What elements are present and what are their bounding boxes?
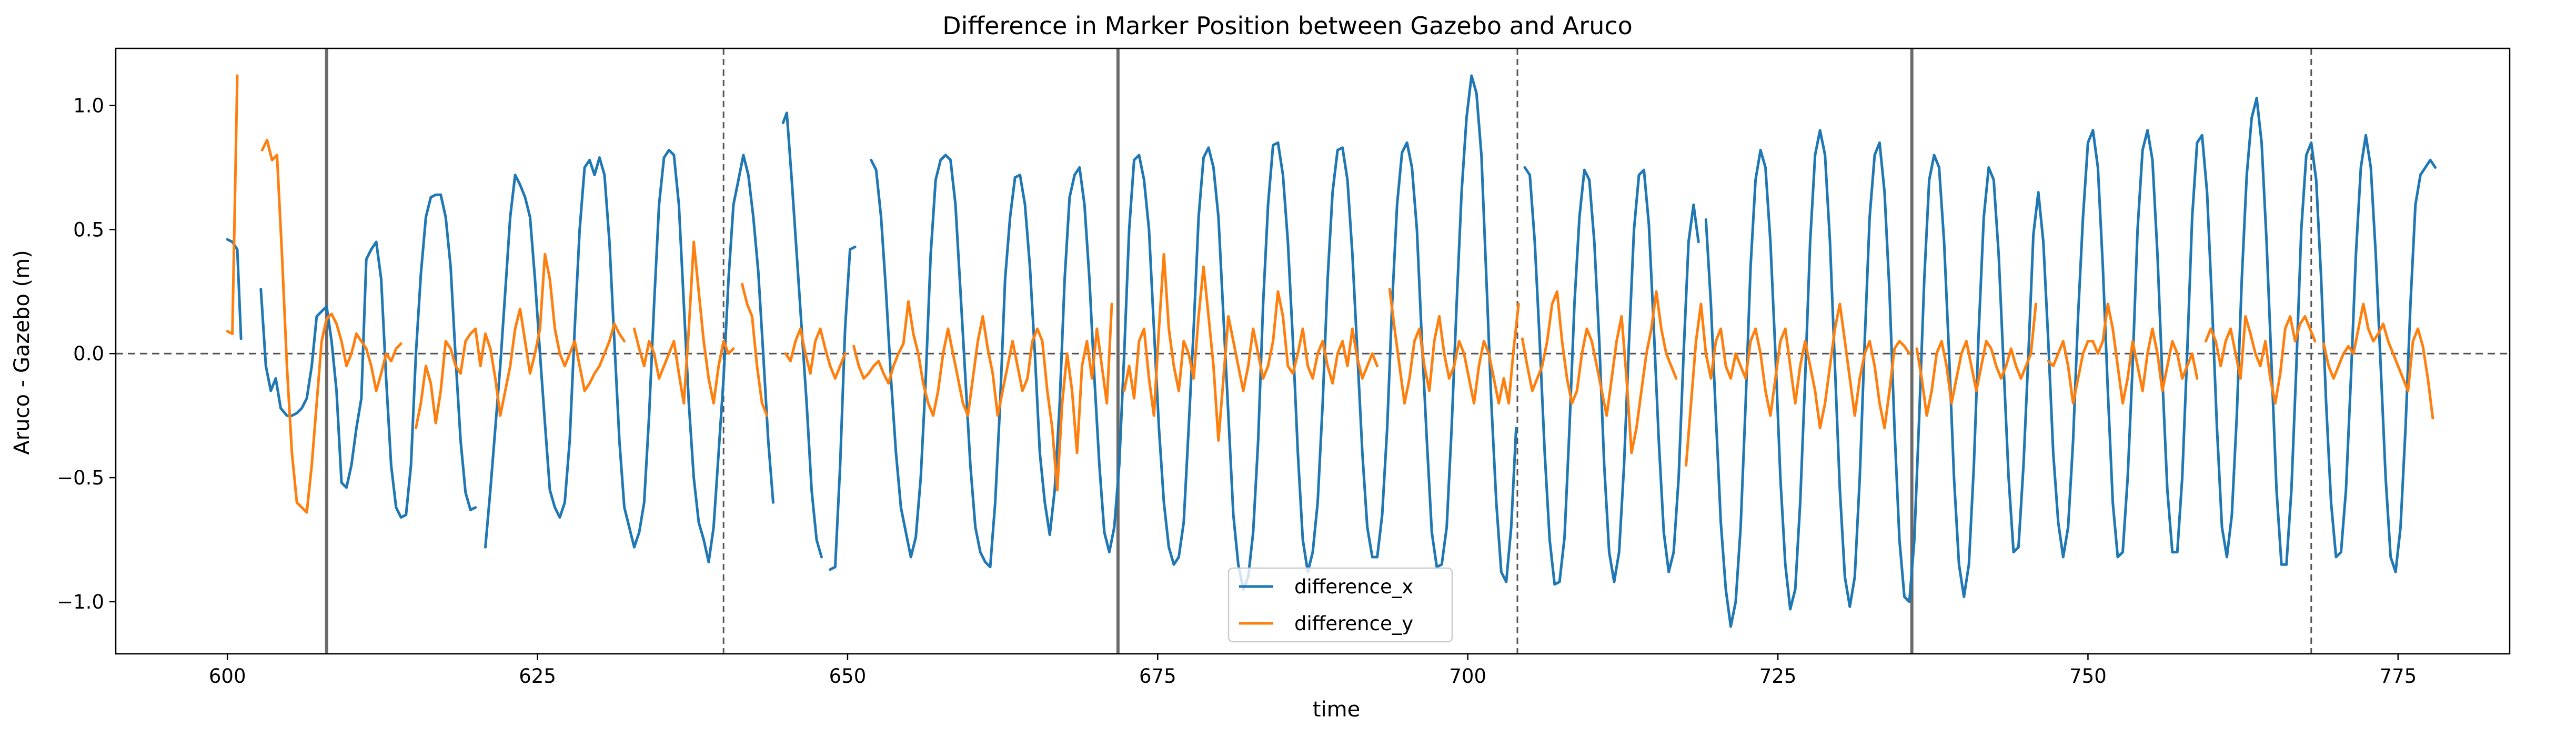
chart-title: Difference in Marker Position between Ga… (942, 12, 1633, 40)
x-tick-label-675: 675 (1139, 665, 1176, 688)
series-difference_y-segment-11 (1915, 302, 2037, 417)
legend: difference_x difference_y (1227, 567, 1453, 643)
y-tick-label-3: −0.5 (57, 467, 104, 489)
x-tick-label-650: 650 (829, 665, 867, 688)
legend-label-difference-y: difference_y (1294, 612, 1413, 635)
series-difference_y-segment-3 (632, 240, 735, 405)
y-tick-label-2: 0.0 (73, 342, 104, 365)
series-difference_x-segment-7 (1704, 96, 2437, 628)
series-difference_y-segment-12 (2047, 302, 2199, 405)
series-difference_x-segment-5 (870, 74, 1518, 591)
series-difference_y-segment-5 (784, 327, 847, 380)
y-tick-label-0: 1.0 (73, 94, 104, 117)
x-tick-label-725: 725 (1759, 665, 1797, 688)
series-difference_y-segment-2 (415, 253, 626, 430)
series-difference_x-segment-4 (829, 245, 857, 571)
series-difference_y-segment-7 (1123, 253, 1379, 442)
x-tick-label-600: 600 (209, 665, 246, 688)
series-difference_y-segment-9 (1521, 290, 1678, 454)
y-tick-label-1: 0.5 (73, 218, 104, 241)
y-tick-label-4: −1.0 (57, 591, 104, 613)
series-difference_x-segment-6 (1523, 166, 1700, 586)
legend-box (1227, 567, 1453, 643)
series-difference_y-segment-14 (2322, 302, 2434, 420)
series-difference_y-segment-8 (1388, 288, 1520, 405)
legend-label-difference-x: difference_x (1294, 575, 1413, 598)
plot-frame (115, 47, 2511, 655)
series-difference_y-segment-13 (2204, 315, 2317, 405)
series-difference_y-segment-1 (260, 139, 402, 514)
series-difference_y-segment-4 (741, 282, 769, 417)
series-difference_x-segment-1 (259, 193, 477, 519)
series-difference_y-segment-0 (226, 74, 239, 335)
x-axis-label: time (1313, 697, 1360, 722)
x-tick-label-625: 625 (519, 665, 556, 688)
series-difference_y-segment-6 (852, 300, 1113, 492)
x-tick-label-750: 750 (2069, 665, 2107, 688)
x-tick-label-775: 775 (2380, 665, 2417, 688)
y-axis-label: Aruco - Gazebo (m) (10, 250, 34, 454)
series-difference_y-segment-10 (1685, 302, 1911, 467)
plot-area: 600 625 650 675 700 725 750 775 1.0 0.5 0.0 −0.5 −1.… (57, 47, 2511, 688)
x-tick-label-700: 700 (1449, 665, 1486, 688)
